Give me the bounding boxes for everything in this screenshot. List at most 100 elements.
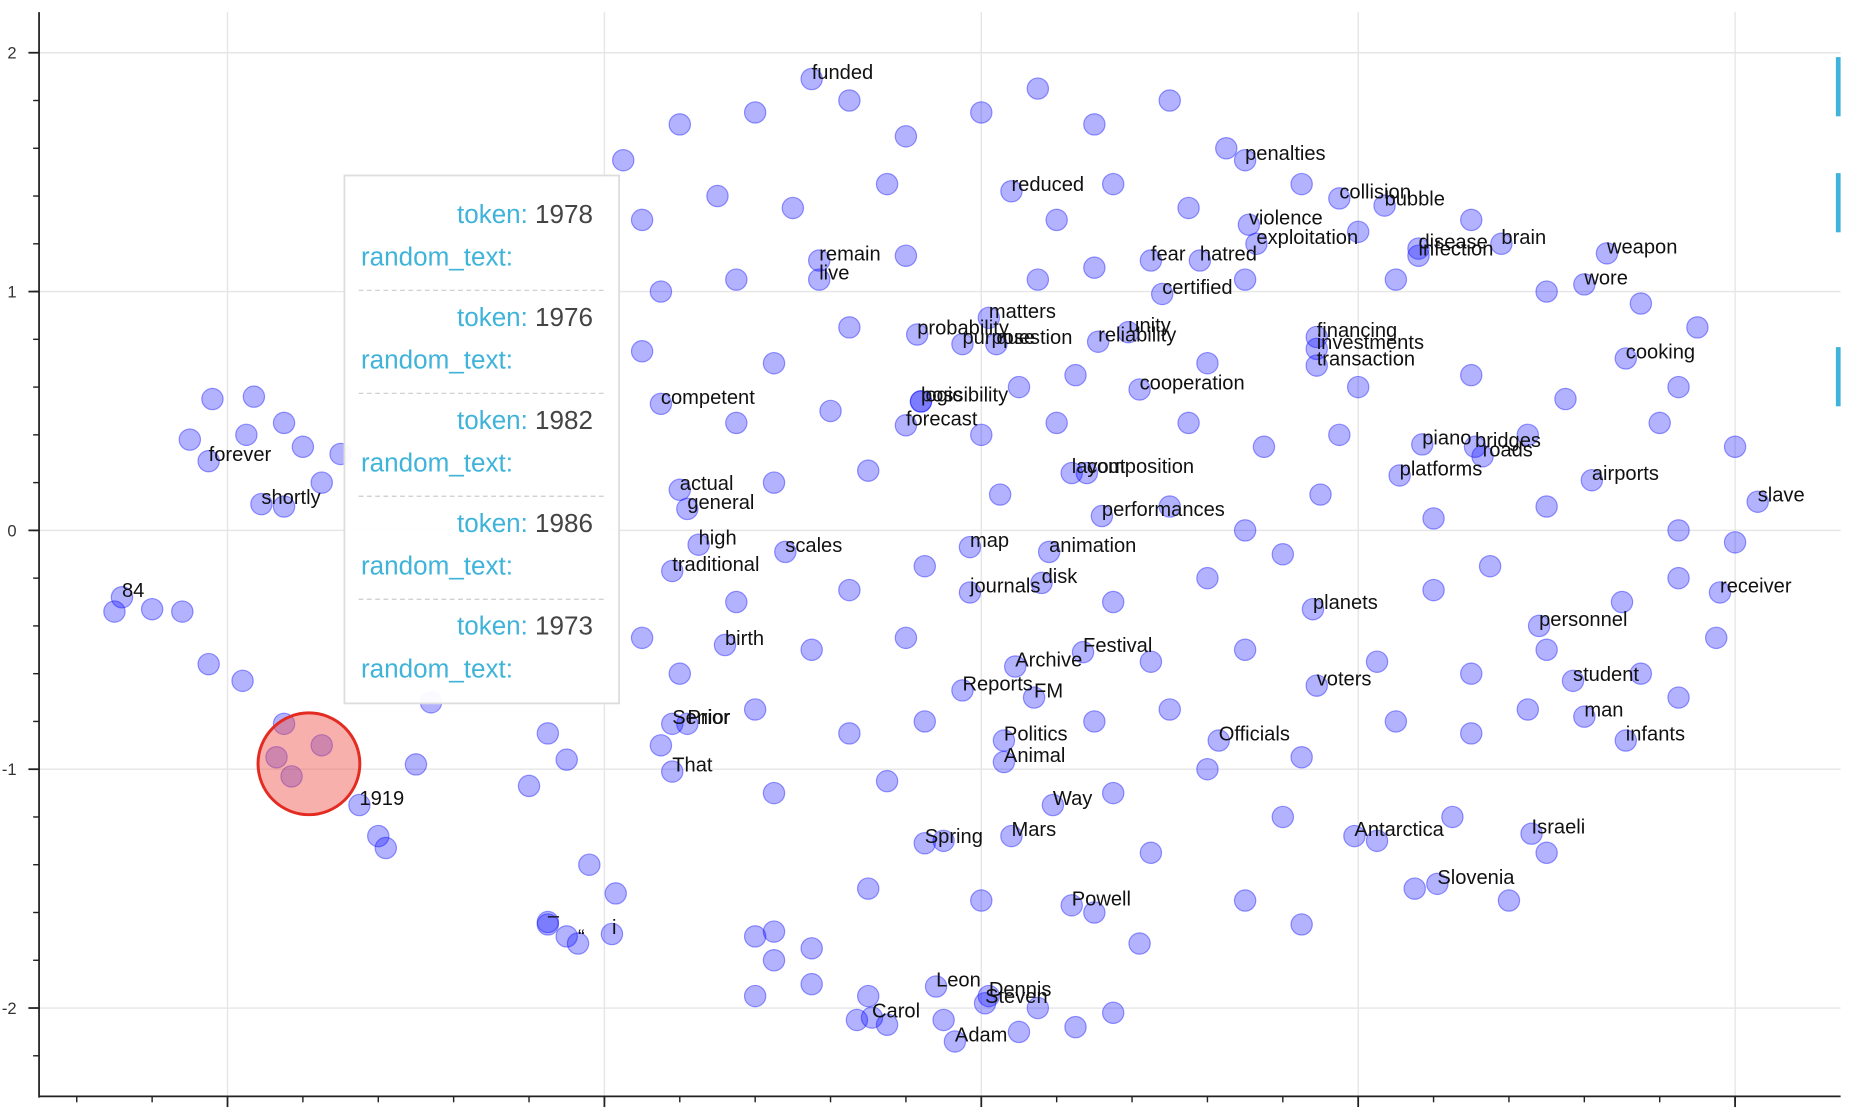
point-label: Reports	[962, 673, 1032, 695]
point	[743, 984, 767, 1008]
point-label: funded	[812, 62, 874, 84]
point	[310, 471, 333, 494]
point	[909, 390, 933, 413]
point	[1196, 351, 1219, 375]
point	[201, 387, 224, 411]
point	[1101, 590, 1125, 614]
point	[1041, 793, 1065, 817]
point	[1667, 566, 1690, 590]
point-label: Archive	[1015, 650, 1082, 672]
point	[1580, 468, 1604, 492]
point	[1422, 578, 1445, 602]
point-label: shortly	[261, 487, 321, 509]
point	[973, 992, 997, 1015]
point	[600, 922, 624, 946]
point	[1007, 375, 1031, 399]
point-label: cooperation	[1140, 372, 1245, 394]
point	[265, 746, 288, 769]
point	[649, 280, 673, 303]
point	[649, 734, 673, 757]
point	[1007, 1020, 1031, 1044]
point	[1271, 543, 1295, 566]
point	[687, 533, 710, 556]
point	[943, 1030, 967, 1053]
point-label: Senior	[672, 707, 730, 729]
point-label: general	[687, 492, 754, 514]
point	[630, 340, 654, 363]
point-label: certified	[1162, 277, 1232, 299]
point	[970, 889, 993, 912]
point-label: violence	[1249, 208, 1323, 230]
point-label: Spring	[925, 826, 983, 848]
point	[800, 937, 823, 960]
point-label: layout	[1072, 456, 1126, 478]
point-label: live	[819, 263, 849, 285]
tooltip-key: random_text:	[361, 241, 513, 271]
y-tick-label: 0	[7, 521, 16, 540]
point-label: platforms	[1400, 458, 1483, 480]
point	[1346, 220, 1370, 244]
point	[1373, 194, 1396, 217]
point	[1365, 829, 1389, 853]
point	[1064, 1015, 1087, 1039]
point	[913, 710, 937, 733]
point-label: –	[548, 905, 560, 927]
point-label: Mars	[1011, 819, 1056, 841]
point-label: Officials	[1219, 724, 1290, 746]
point-label: remain	[819, 244, 880, 266]
tooltip-value: 1978	[535, 199, 593, 229]
point	[1233, 268, 1257, 291]
point	[875, 172, 899, 196]
point	[1064, 363, 1087, 387]
point	[1441, 805, 1464, 829]
point	[1422, 507, 1445, 530]
point	[1030, 571, 1053, 595]
toolbar-indicator[interactable]	[1835, 347, 1841, 407]
point	[894, 125, 918, 148]
point	[1215, 137, 1238, 160]
point	[1614, 347, 1638, 370]
point	[1026, 996, 1050, 1020]
point-label: Festival	[1083, 635, 1152, 657]
point	[743, 698, 767, 721]
point	[1384, 268, 1408, 291]
point-label: exploitation	[1256, 227, 1358, 249]
tooltip-key: random_text:	[361, 653, 513, 683]
toolbar-indicator[interactable]	[1835, 57, 1841, 117]
point	[517, 774, 541, 798]
point-label: penalties	[1245, 143, 1326, 165]
point	[178, 428, 202, 451]
point	[272, 495, 296, 518]
point	[1460, 662, 1483, 685]
point	[958, 581, 982, 604]
point	[800, 638, 823, 662]
point	[1595, 242, 1619, 265]
point	[171, 600, 194, 623]
point-label: possibility	[921, 384, 1009, 406]
point	[1490, 232, 1513, 256]
tooltip-value: 1973	[535, 611, 593, 641]
tooltip-key: random_text:	[361, 344, 513, 374]
point-label: Powell	[1072, 888, 1131, 910]
point	[1117, 320, 1140, 344]
point-label: Prior	[687, 707, 730, 729]
point	[1520, 822, 1543, 845]
point	[1196, 757, 1219, 781]
point	[894, 626, 918, 650]
point	[762, 351, 786, 375]
point-label: disk	[1042, 566, 1079, 588]
point	[1000, 180, 1023, 203]
point	[800, 972, 823, 996]
point-label: wore	[1583, 267, 1628, 289]
toolbar-indicator[interactable]	[1835, 173, 1841, 233]
point	[1233, 638, 1257, 662]
point	[110, 586, 134, 609]
point	[1139, 650, 1163, 673]
point-label: traditional	[672, 554, 759, 576]
tooltip-key: random_text:	[361, 447, 513, 477]
point	[1667, 375, 1690, 399]
point-label: FM	[1034, 681, 1063, 703]
point	[1177, 411, 1200, 435]
point	[743, 925, 767, 948]
